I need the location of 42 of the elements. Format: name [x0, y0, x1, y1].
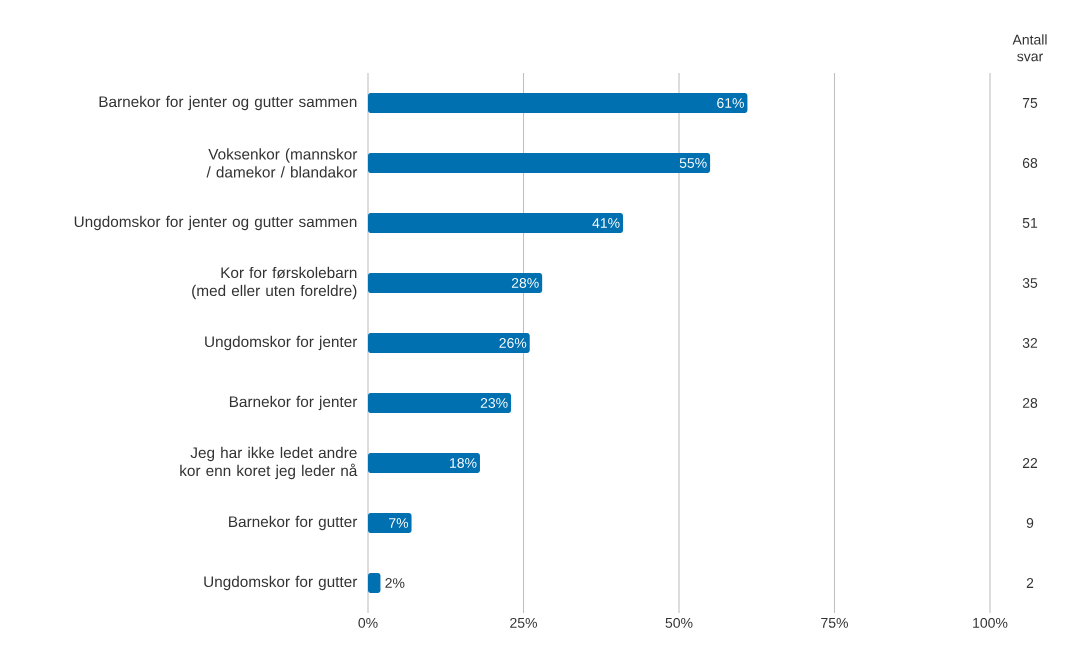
x-tick-label: 50%: [665, 617, 693, 628]
x-tick-label: 0%: [358, 617, 378, 628]
text: 75: [1022, 98, 1038, 108]
y-tick-label: Barnekor for jenter og gutter sammen: [99, 95, 357, 111]
y-tick-label: Jeg har ikke ledet andre kor enn koret jeg leder nå: [180, 446, 358, 480]
y-tick-label: Barnekor for jenter: [229, 395, 358, 411]
text: 28: [1022, 398, 1038, 408]
y-tick-label: Ungdomskor for jenter og gutter sammen: [74, 215, 357, 231]
data-label: 7%: [389, 518, 409, 528]
bar: [368, 212, 624, 233]
bar: [368, 452, 480, 473]
bar: [368, 152, 711, 173]
text: 2: [1026, 578, 1034, 588]
y-tick-label: Ungdomskor for jenter: [205, 335, 358, 351]
text: 35: [1022, 278, 1038, 288]
bar: [368, 512, 412, 533]
y-tick-label: Barnekor for gutter: [229, 515, 358, 531]
bar: [368, 92, 748, 113]
data-label: 55%: [679, 158, 707, 168]
x-tick-label: 75%: [821, 617, 848, 628]
data-label: 26%: [499, 338, 527, 348]
bar: [368, 332, 530, 353]
text: 68: [1022, 158, 1038, 168]
text: 22: [1022, 458, 1038, 468]
text: Antall svar: [1012, 34, 1047, 62]
data-label: 18%: [450, 458, 477, 468]
bar: [368, 272, 543, 293]
y-tick-label: Ungdomskor for gutter: [204, 575, 358, 591]
x-tick-label: 25%: [510, 617, 537, 628]
bar: [368, 572, 381, 593]
text: 9: [1026, 518, 1034, 528]
text: 32: [1022, 338, 1038, 348]
data-label: 2%: [385, 578, 405, 588]
x-tick-label: 100%: [973, 617, 1008, 628]
y-tick-label: Kor for førskolebarn (med eller uten foreldre): [192, 266, 357, 300]
bar: [368, 392, 512, 413]
y-tick-label: Voksenkor (mannskor / damekor / blandakor: [206, 148, 358, 178]
data-label: 23%: [480, 398, 508, 408]
data-label: 28%: [511, 278, 539, 288]
data-label: 61%: [717, 98, 744, 108]
text: 51: [1022, 218, 1038, 228]
data-label: 41%: [592, 218, 620, 228]
